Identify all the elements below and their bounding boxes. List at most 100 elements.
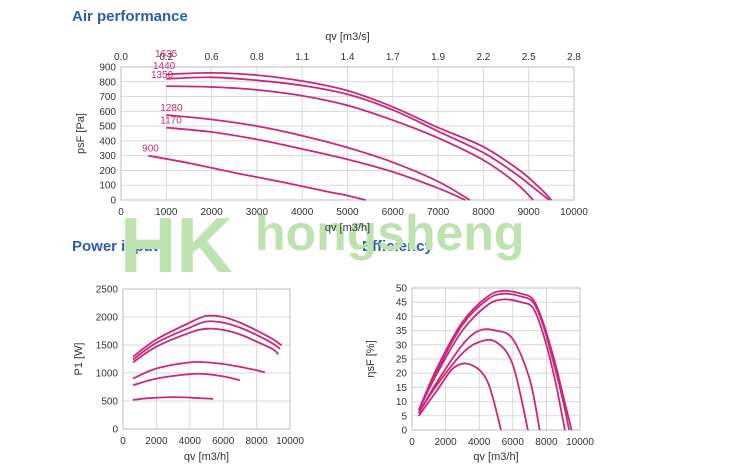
efficiency-curve-4 (417, 338, 529, 431)
y-tick-label: 5 (401, 411, 407, 422)
curve-speed-label: 1350 (151, 70, 174, 81)
y-tick-label: 300 (99, 151, 116, 162)
y-tick-label: 1000 (96, 369, 119, 380)
y-tick-label: 400 (99, 136, 116, 147)
x-tick-label: 7000 (427, 207, 450, 218)
x-tick-label: 9000 (518, 207, 541, 218)
x2-tick-label: 0.6 (205, 52, 219, 63)
power-curve-5 (132, 396, 214, 401)
y-tick-label: 200 (99, 166, 116, 177)
y-tick-label: 900 (99, 63, 116, 74)
y-tick-label: 15 (396, 383, 408, 394)
y-tick-label: 600 (99, 107, 116, 118)
x-tick-label: 3000 (246, 207, 269, 218)
y-tick-label: 45 (396, 298, 408, 309)
y-tick-label: 2000 (96, 313, 119, 324)
x-tick-label: 4000 (291, 207, 314, 218)
y-tick-label: 700 (99, 92, 116, 103)
y-tick-label: 35 (396, 326, 408, 337)
x-tick-label: 8000 (245, 436, 268, 447)
air-curve-3 (166, 114, 471, 201)
watermark-logo: HK (120, 201, 233, 289)
y-axis-label: psF [Pa] (75, 113, 87, 154)
efficiency-curve-2 (417, 298, 566, 431)
x-tick-label: 10000 (566, 437, 594, 448)
power-curve-0 (132, 314, 283, 358)
y-tick-label: 500 (101, 397, 118, 408)
x2-tick-label: 2.5 (522, 52, 536, 63)
y-tick-label: 1500 (96, 341, 119, 352)
x2-tick-label: 1.9 (431, 52, 445, 63)
x2-tick-label: 0.0 (114, 52, 128, 63)
x2-tick-label: 1.7 (386, 52, 400, 63)
x-tick-label: 0 (118, 207, 124, 218)
x-tick-label: 4000 (179, 436, 202, 447)
y-tick-label: 2500 (96, 285, 119, 296)
x2-tick-label: 1.4 (341, 52, 355, 63)
x-tick-label: 10000 (560, 207, 588, 218)
watermark-text: hongsheng (255, 205, 524, 261)
y-tick-label: 0 (110, 196, 116, 207)
power-curve-1 (132, 320, 281, 361)
efficiency-curve-1 (417, 292, 570, 431)
x-tick-label: 6000 (212, 436, 235, 447)
y-tick-label: 0 (401, 426, 407, 437)
curve-speed-label: 1280 (160, 103, 183, 114)
plot-frame (120, 66, 575, 201)
air-performance-chart: 0 1000 2000 3000 4000 5000 6000 7000 8000 9000 100… (75, 31, 588, 234)
power-curve-2 (132, 327, 279, 364)
efficiency-curve-5 (417, 362, 502, 431)
y-axis-label: ηsF [%] (365, 340, 377, 377)
y-axis-label: P1 [W] (73, 342, 85, 375)
curve-speed-label: 1170 (160, 116, 182, 127)
air-curve-2 (166, 85, 534, 201)
watermark: HK hongsheng (120, 201, 524, 289)
x-axis-label: qv [m3/h] (325, 222, 370, 234)
y-tick-label: 40 (396, 312, 408, 323)
y-tick-label: 10 (396, 397, 408, 408)
x-tick-label: 2000 (145, 436, 168, 447)
x-tick-label: 5000 (336, 207, 359, 218)
power-curve-3 (132, 360, 266, 380)
x-axis-label: qv [m3/h] (184, 451, 229, 463)
x-tick-label: 0 (409, 437, 415, 448)
x-tick-label: 6000 (502, 437, 525, 448)
x2-axis-label: qv [m3/s] (325, 31, 370, 43)
power-curve-4 (132, 372, 241, 387)
air-curve-4 (166, 126, 466, 201)
x2-tick-label: 2.8 (567, 52, 581, 63)
x-tick-label: 8000 (535, 437, 558, 448)
x-axis-label: qv [m3/h] (473, 451, 518, 463)
y-tick-label: 20 (396, 369, 408, 380)
air-curve-0 (166, 71, 552, 201)
efficiency-chart: 0 2000 4000 6000 8000 10000 0 5 10 15 20 25 30 35 40 45… (365, 284, 594, 464)
y-tick-label: 800 (99, 77, 116, 88)
curve-speed-label: 900 (142, 144, 159, 155)
x2-tick-label: 1.1 (295, 52, 309, 63)
y-tick-label: 100 (99, 181, 116, 192)
y-tick-label: 50 (396, 284, 408, 295)
y-tick-label: 25 (396, 355, 408, 366)
x-tick-label: 1000 (155, 207, 178, 218)
y-tick-label: 500 (99, 122, 116, 133)
y-tick-label: 0 (112, 425, 118, 436)
power-input-chart: 0 2000 4000 6000 8000 10000 0 500 1000 1500 2000 25… (73, 285, 304, 464)
power-input-title: Power input (72, 238, 158, 255)
x2-tick-label: 2.2 (476, 52, 490, 63)
efficiency-curve-0 (417, 289, 573, 431)
air-curve-5 (148, 154, 366, 201)
air-curve-1 (166, 76, 550, 201)
x2-tick-label: 0.8 (250, 52, 264, 63)
efficiency-curve-3 (417, 328, 541, 431)
x2-tick-label: 0.2 (159, 52, 173, 63)
x-tick-label: 2000 (434, 437, 457, 448)
y-tick-label: 30 (396, 340, 408, 351)
plot-frame (122, 288, 291, 430)
curve-speed-label: 1635 (155, 49, 178, 60)
plot-frame (411, 287, 581, 431)
x-tick-label: 4000 (468, 437, 491, 448)
x-tick-label: 2000 (200, 207, 223, 218)
x-tick-label: 0 (120, 436, 126, 447)
air-performance-title: Air performance (72, 8, 188, 25)
